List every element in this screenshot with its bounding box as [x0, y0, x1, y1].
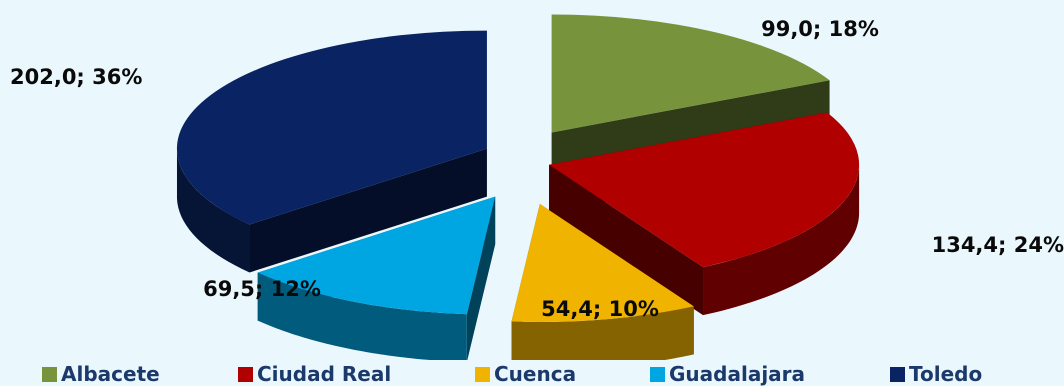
data-label-toledo: 202,0; 36%: [10, 65, 142, 89]
slice-top-face: [551, 14, 830, 133]
legend-label: Ciudad Real: [257, 362, 392, 386]
pie-slice-ciudad-real: [549, 112, 860, 316]
legend-label: Toledo: [909, 362, 983, 386]
chart-legend: Albacete Ciudad Real Cuenca Guadalajara Tole…: [0, 362, 1064, 386]
slice-top-face: [549, 112, 860, 268]
data-label-albacete: 99,0; 18%: [761, 17, 879, 41]
legend-swatch: [475, 366, 490, 382]
legend-item-guadalajara: Guadalajara: [650, 362, 805, 386]
legend-item-toledo: Toledo: [890, 362, 982, 386]
data-label-cuenca: 54,4; 10%: [541, 297, 659, 321]
legend-swatch: [42, 366, 57, 382]
legend-label: Guadalajara: [669, 362, 806, 386]
legend-swatch: [650, 366, 665, 382]
slice-top-face: [176, 30, 487, 225]
legend-label: Cuenca: [494, 362, 577, 386]
slice-outer-wall: [511, 306, 694, 360]
data-label-ciudad-real: 134,4; 24%: [932, 233, 1064, 257]
pie-slice-guadalajara: [257, 196, 496, 360]
slice-side-wall: [249, 148, 487, 273]
slice-side-wall: [549, 164, 704, 316]
pie-slice-toledo: [176, 30, 487, 273]
legend-item-albacete: Albacete: [42, 362, 160, 386]
legend-swatch: [238, 366, 253, 382]
legend-item-ciudad-real: Ciudad Real: [238, 362, 391, 386]
slice-top-face: [257, 196, 496, 315]
legend-label: Albacete: [61, 362, 160, 386]
data-label-guadalajara: 69,5; 12%: [203, 277, 321, 301]
slice-outer-wall: [176, 150, 250, 273]
legend-item-cuenca: Cuenca: [475, 362, 576, 386]
slice-top-face: [511, 203, 694, 322]
slice-outer-wall: [257, 272, 467, 360]
slice-outer-wall: [703, 164, 860, 316]
pie-chart-plot: 99,0; 18% 134,4; 24% 54,4; 10% 69,5; 12% 202…: [10, 14, 1064, 360]
legend-swatch: [890, 366, 905, 382]
pie-slice-cuenca: [511, 203, 694, 360]
